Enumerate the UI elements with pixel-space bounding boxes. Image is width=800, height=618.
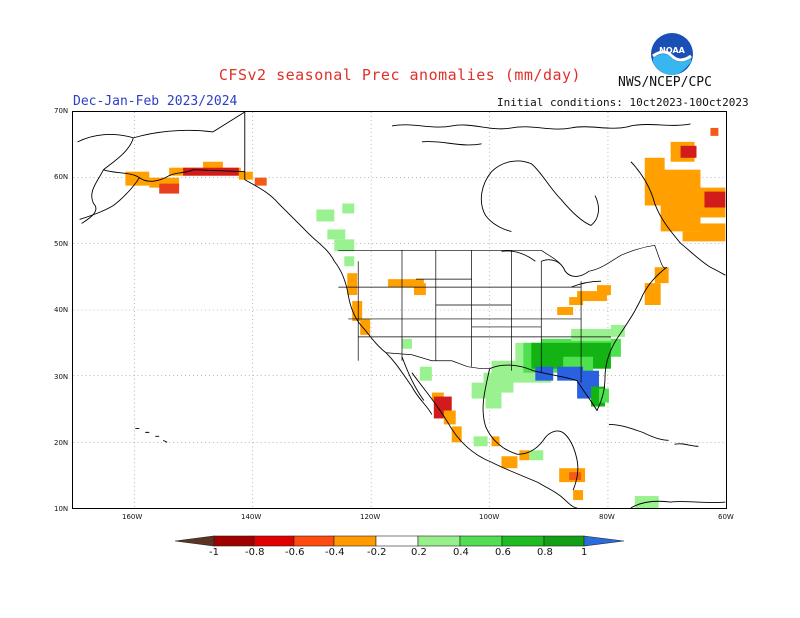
lon-tick: 140W [241,513,262,521]
colorbar-arrow-right [583,535,625,547]
lat-tick: 50N [54,240,69,248]
colorbar-swatch [417,535,461,547]
colorbar-swatch [293,535,335,547]
political-borders [338,244,667,383]
colorbar-swatch [213,535,255,547]
lon-tick: 120W [360,513,381,521]
colorbar-label: -0.2 [367,547,387,558]
colorbar-arrow-left [174,535,215,547]
lat-tick: 10N [54,505,69,513]
svg-text:NOAA: NOAA [659,46,685,55]
agency-label: NWS/NCEP/CPC [618,75,712,90]
colorbar-swatch [253,535,295,547]
colorbar-swatch [543,535,585,547]
lon-tick: 100W [479,513,500,521]
colorbar-swatch [333,535,377,547]
colorbar-label: 0.8 [537,547,553,558]
colorbar-label: 0.6 [495,547,511,558]
colorbar-swatch [375,535,419,547]
chart-title: CFSv2 seasonal Prec anomalies (mm/day) [218,66,582,84]
noaa-logo: NOAA [651,33,693,76]
lon-tick: 160W [122,513,143,521]
colorbar-swatch [459,535,503,547]
forecast-period: Dec-Jan-Feb 2023/2024 [73,94,238,109]
colorbar-label: -0.8 [245,547,265,558]
lat-tick: 40N [54,306,69,314]
lat-tick: 30N [54,373,69,381]
colorbar-label: 1 [581,547,588,558]
colorbar-label: 0.2 [411,547,427,558]
colorbar-label: -1 [209,547,219,558]
anomaly-shading [125,127,726,508]
lat-tick: 20N [54,439,69,447]
lat-tick: 70N [54,107,69,115]
initial-conditions: Initial conditions: 10ct2023-10Oct2023 [497,96,749,109]
colorbar-label: 0.4 [453,547,469,558]
colorbar-label: -0.6 [285,547,305,558]
colorbar-label: -0.4 [325,547,345,558]
lon-tick: 60W [718,513,734,521]
lat-tick: 60N [54,173,69,181]
coastlines [77,112,726,508]
colorbar-swatch [501,535,545,547]
anomaly-map [72,111,727,509]
lon-tick: 80W [599,513,615,521]
